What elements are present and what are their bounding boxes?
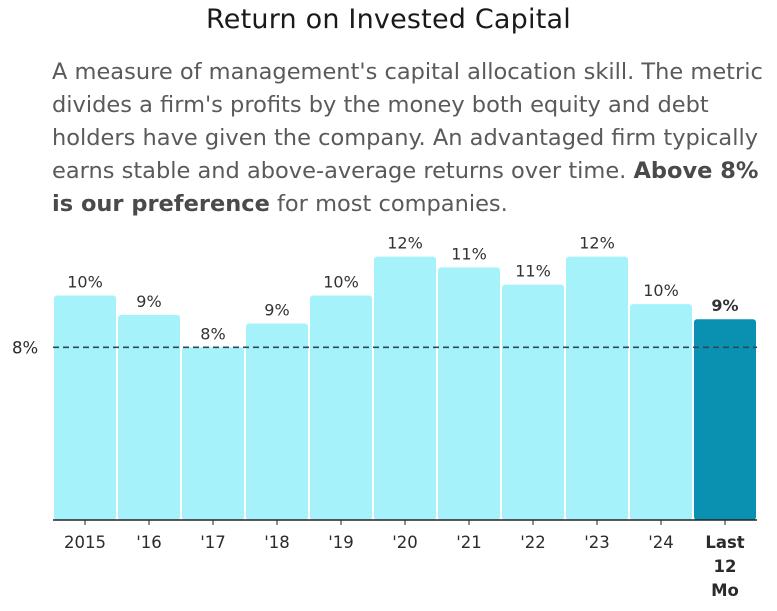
bar-0 <box>54 295 116 520</box>
description-bold: Above 8% is our preference <box>52 158 759 217</box>
bar-6 <box>438 267 500 520</box>
bar-8 <box>566 256 628 520</box>
bar-value-label-4: 10% <box>323 272 359 291</box>
x-tick-label-9: '24 <box>648 533 674 552</box>
chart-title: Return on Invested Capital <box>206 4 571 35</box>
bar-1 <box>118 314 180 520</box>
x-tick-label-3: '18 <box>264 533 290 552</box>
bar-4 <box>310 295 372 520</box>
bar-value-label-9: 10% <box>643 281 679 300</box>
chart-description: A measure of management's capital alloca… <box>52 56 772 221</box>
x-tick-label-10: Last 12 Mo <box>705 533 744 600</box>
bar-value-label-10: 9% <box>711 296 738 315</box>
bar-value-label-7: 11% <box>515 262 551 281</box>
bar-value-label-2: 8% <box>200 324 225 343</box>
x-tick-label-0: 2015 <box>64 533 106 552</box>
bar-10 <box>694 319 756 520</box>
bar-value-label-6: 11% <box>451 244 487 263</box>
x-tick-label-8: '23 <box>584 533 610 552</box>
x-tick-label-7: '22 <box>520 533 546 552</box>
bar-value-label-3: 9% <box>264 301 289 320</box>
bar-value-label-8: 12% <box>579 234 615 253</box>
x-tick-label-4: '19 <box>328 533 354 552</box>
x-tick-label-2: '17 <box>200 533 226 552</box>
bar-5 <box>374 256 436 520</box>
bar-value-label-0: 10% <box>67 272 103 291</box>
description-tail: for most companies. <box>276 191 508 217</box>
bar-7 <box>502 284 564 520</box>
bar-value-label-5: 12% <box>387 234 423 253</box>
x-tick-label-5: '20 <box>392 533 418 552</box>
x-tick-label-1: '16 <box>136 533 162 552</box>
x-tick-label-6: '21 <box>456 533 482 552</box>
bar-value-label-1: 9% <box>136 292 161 311</box>
bar-9 <box>630 304 692 520</box>
bar-3 <box>246 323 308 520</box>
description-text: A measure of management's capital alloca… <box>52 59 763 184</box>
bar-2 <box>182 347 244 520</box>
reference-line-label: 8% <box>12 338 38 357</box>
